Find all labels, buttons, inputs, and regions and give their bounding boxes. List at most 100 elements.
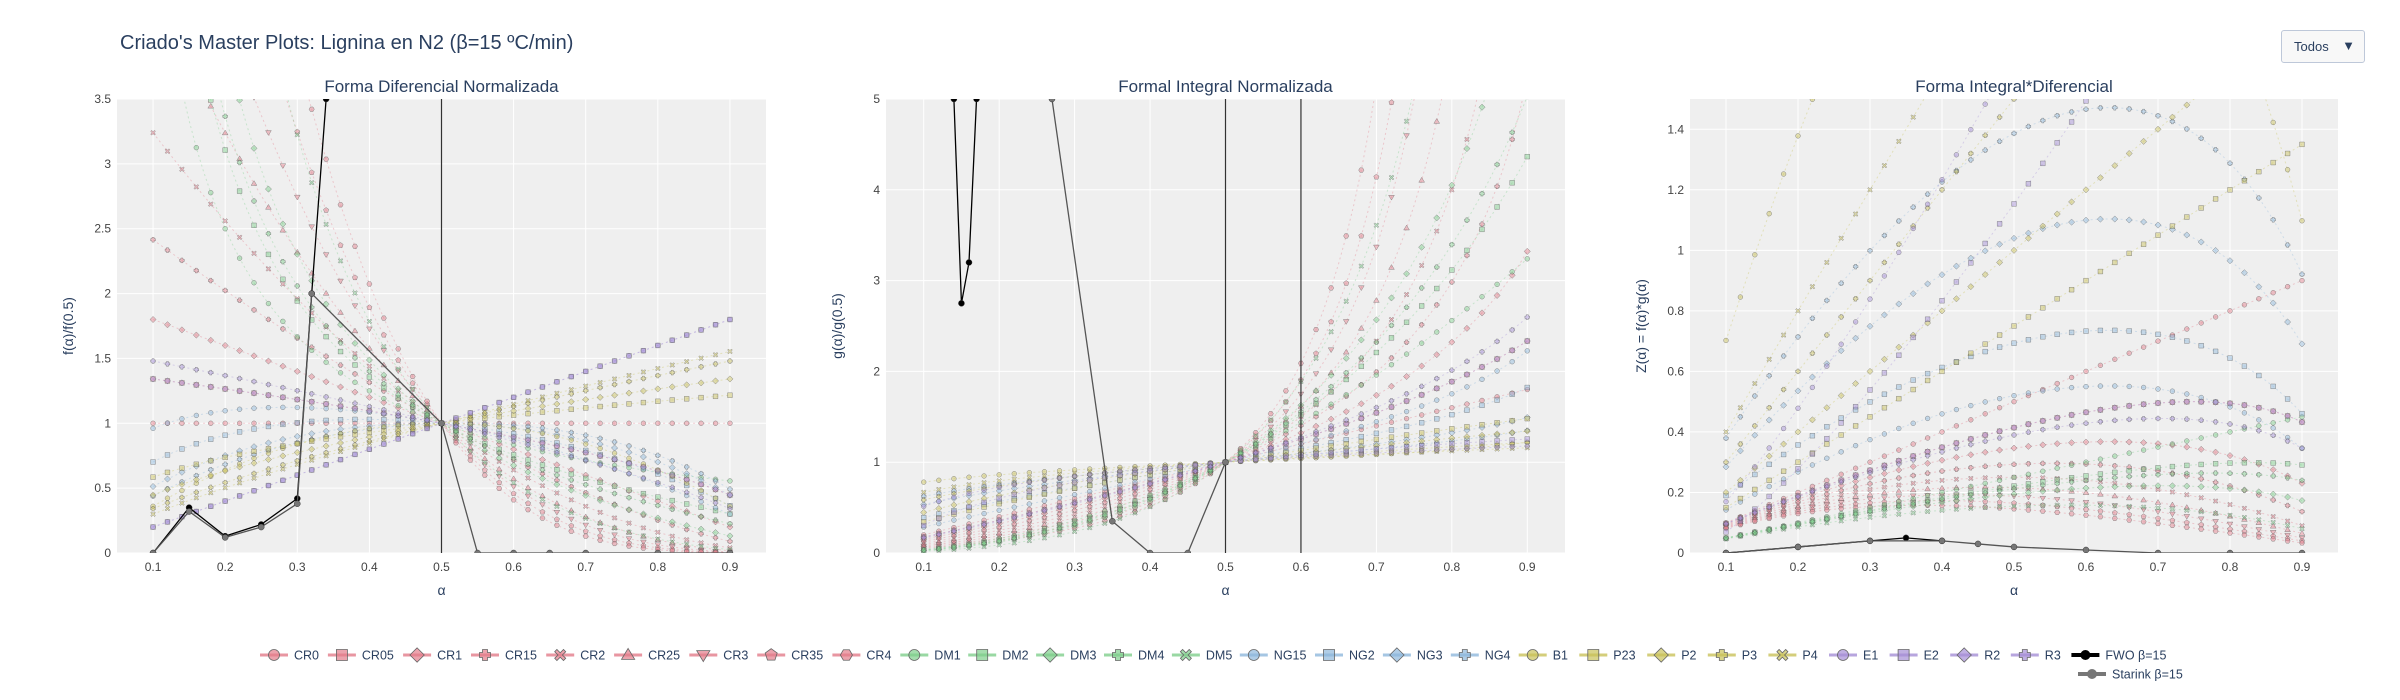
legend-item-dm2: DM2 xyxy=(968,649,1029,663)
series-markers xyxy=(308,106,733,553)
y-tick-label: 0.5 xyxy=(94,481,111,495)
series-cr4 xyxy=(1723,502,2305,546)
legend-label: R3 xyxy=(2045,649,2061,663)
legend-item-p3: P3 xyxy=(1707,649,1757,663)
data-point xyxy=(221,534,229,541)
y-tick-label: 3 xyxy=(873,274,880,288)
series-line xyxy=(1725,99,2088,533)
legend-label: CR25 xyxy=(648,649,680,663)
data-point xyxy=(2082,546,2090,553)
data-point xyxy=(1938,537,1946,545)
series-markers xyxy=(150,420,733,509)
legend-label: DM3 xyxy=(1070,649,1096,663)
series-markers xyxy=(920,133,1410,550)
legend-marker xyxy=(1323,649,1335,661)
x-axis-label: α xyxy=(437,582,445,598)
legend-item-e2: E2 xyxy=(1889,649,1939,663)
series-line xyxy=(1725,540,2302,553)
y-tick-label: 2 xyxy=(104,287,111,301)
series-markers xyxy=(150,358,733,512)
series-line xyxy=(1725,385,2303,511)
x-tick-label: 0.6 xyxy=(2078,560,2095,574)
legend-item-cr05: CR05 xyxy=(327,649,394,663)
series-cr35 xyxy=(285,99,733,553)
series-starink xyxy=(1048,99,1229,553)
series-line xyxy=(152,378,731,496)
legend-label: CR4 xyxy=(866,649,891,663)
legend-marker xyxy=(1897,649,1910,661)
series-p23 xyxy=(1723,141,2305,511)
legend-item-p2: P2 xyxy=(1647,647,1697,663)
legend-marker xyxy=(1247,649,1260,661)
x-tick-label: 0.3 xyxy=(289,560,306,574)
y-tick-label: 0.4 xyxy=(1667,425,1684,439)
series-p4 xyxy=(1723,99,1925,435)
data-point xyxy=(1866,537,1874,545)
series-line xyxy=(1725,476,2303,527)
page-title: Criado's Master Plots: Lignina en N2 (β=… xyxy=(120,32,574,54)
subplot-title: Forma Integral*Diferencial xyxy=(1915,77,2112,96)
y-tick-label: 1.4 xyxy=(1667,122,1684,136)
y-tick-label: 1.2 xyxy=(1667,183,1684,197)
subplot-title: Forma Diferencial Normalizada xyxy=(324,77,559,96)
legend-item-cr3: CR3 xyxy=(689,649,748,663)
series-cr35 xyxy=(1723,497,2305,544)
x-tick-label: 0.9 xyxy=(1519,560,1536,574)
legend-label: DM2 xyxy=(1002,649,1028,663)
series-starink xyxy=(149,290,734,553)
legend-item-r3: R3 xyxy=(2010,649,2061,663)
data-point xyxy=(973,99,980,103)
legend-label: DM5 xyxy=(1206,649,1232,663)
legend-marker xyxy=(2080,650,2091,660)
legend-marker xyxy=(1526,649,1539,661)
legend-label: P3 xyxy=(1742,649,1757,663)
series-filter-dropdown[interactable]: Todos ▼ xyxy=(2281,30,2365,63)
data-point xyxy=(950,99,958,103)
series-line xyxy=(1725,280,2303,524)
legend-marker xyxy=(554,648,567,662)
series-line xyxy=(953,99,978,304)
y-tick-label: 0 xyxy=(104,546,111,560)
series-line xyxy=(923,441,1528,483)
series-line xyxy=(152,418,731,507)
legend-label: CR15 xyxy=(505,649,537,663)
x-tick-label: 0.8 xyxy=(2222,560,2239,574)
legend-marker xyxy=(1956,647,1972,663)
x-tick-label: 0.9 xyxy=(2294,560,2311,574)
series-e1 xyxy=(1723,99,1989,505)
legend-marker xyxy=(336,649,348,661)
legend-label: FWO β=15 xyxy=(2105,649,2166,663)
data-point xyxy=(2154,549,2162,553)
series-dm1 xyxy=(183,99,733,484)
series-markers xyxy=(222,113,733,527)
data-point xyxy=(510,549,517,553)
x-axis-label: α xyxy=(2010,582,2018,598)
series-dm5 xyxy=(921,99,1413,553)
series-line xyxy=(923,99,1443,545)
series-markers xyxy=(1723,502,2305,542)
series-p2 xyxy=(1722,99,2195,496)
data-point xyxy=(2010,543,2018,551)
series-ng4 xyxy=(1723,105,2305,441)
x-tick-label: 0.2 xyxy=(217,560,234,574)
legend-item-cr4: CR4 xyxy=(832,649,891,663)
legend-item-b1: B1 xyxy=(1518,649,1568,663)
series-line xyxy=(1725,143,2303,509)
subplot-title: Formal Integral Normalizada xyxy=(1118,77,1333,96)
legend-item-cr2: CR2 xyxy=(546,649,605,663)
legend-marker xyxy=(908,649,921,661)
legend-marker xyxy=(479,649,491,661)
series-p2 xyxy=(149,375,734,499)
x-tick-label: 0.5 xyxy=(2006,560,2023,574)
series-b1 xyxy=(1723,99,2305,344)
x-tick-label: 0.5 xyxy=(1217,560,1234,574)
series-line xyxy=(1725,486,2303,534)
data-point xyxy=(1222,458,1229,466)
legend-item-ng4: NG4 xyxy=(1450,649,1511,663)
data-point xyxy=(965,259,973,266)
series-markers xyxy=(1723,415,2305,527)
legend-item-ng15: NG15 xyxy=(1239,649,1307,663)
series-line xyxy=(1725,504,2303,540)
data-point xyxy=(1722,549,1730,553)
legend-marker xyxy=(620,647,636,660)
